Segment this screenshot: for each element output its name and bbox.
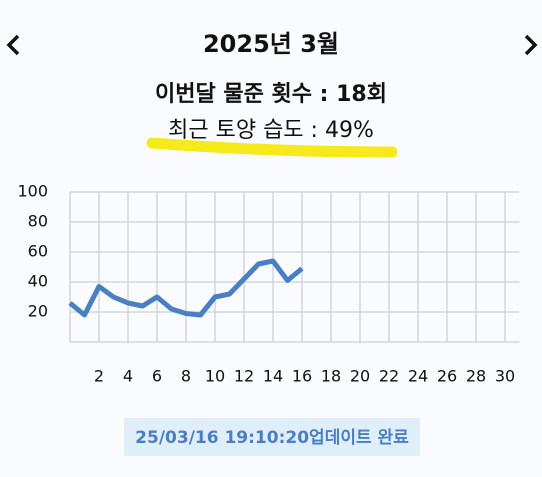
x-tick-label: 22 — [379, 367, 399, 386]
x-tick-label: 30 — [495, 367, 515, 386]
x-tick-label: 2 — [94, 367, 104, 386]
line-series — [68, 258, 304, 318]
next-button[interactable] — [524, 34, 538, 56]
month-title: 2025년 3월 — [203, 30, 339, 58]
x-tick-label: 24 — [408, 367, 428, 386]
x-tick-label: 20 — [350, 367, 370, 386]
watering-count: 이번달 물준 횟수 : 18회 — [155, 82, 387, 107]
x-tick-label: 16 — [292, 367, 312, 386]
x-tick-label: 4 — [123, 367, 133, 386]
x-tick-label: 10 — [205, 367, 225, 386]
x-tick-label: 6 — [152, 367, 162, 386]
y-tick-label: 100 — [17, 182, 48, 201]
x-tick-label: 18 — [321, 367, 341, 386]
prev-button[interactable] — [6, 34, 20, 56]
y-tick-label: 40 — [28, 272, 48, 291]
x-tick-label: 28 — [466, 367, 486, 386]
x-tick-label: 12 — [234, 367, 254, 386]
status-box — [124, 418, 420, 456]
update-status: 25/03/16 19:10:20업데이트 완료 — [135, 428, 409, 448]
y-tick-label: 60 — [28, 242, 48, 261]
y-tick-label: 80 — [28, 212, 48, 231]
soil-humidity: 최근 토양 습도 : 49% — [168, 118, 374, 143]
x-tick-label: 26 — [437, 367, 457, 386]
x-tick-label: 8 — [181, 367, 191, 386]
y-tick-label: 20 — [28, 302, 48, 321]
x-tick-label: 14 — [263, 367, 283, 386]
highlight — [146, 137, 398, 158]
